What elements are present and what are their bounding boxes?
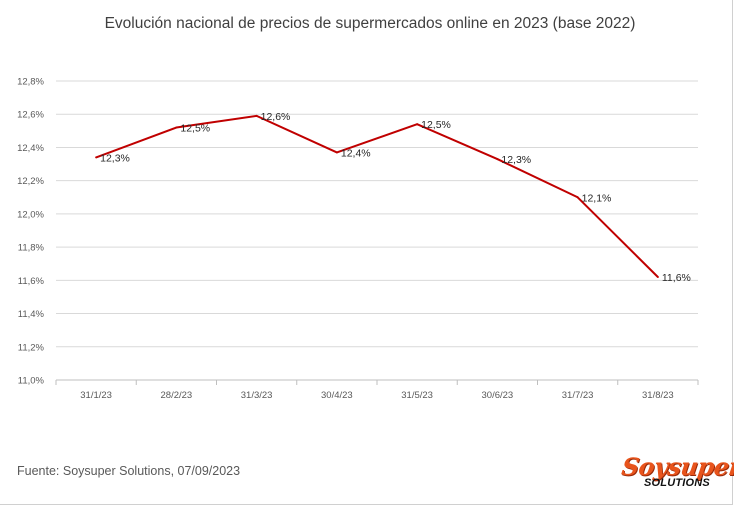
x-tick-label: 31/7/23 <box>562 390 594 401</box>
data-label: 12,5% <box>180 123 210 135</box>
y-tick-label: 12,8% <box>17 77 44 88</box>
x-axis: 31/1/23 28/2/23 31/3/23 30/4/23 31/5/23 30/6/… <box>55 379 699 401</box>
data-point <box>255 114 258 117</box>
y-tick-label: 12,0% <box>17 209 44 220</box>
y-tick-label: 11,2% <box>18 342 45 353</box>
y-axis: 11,0% 11,2% 11,4% 11,6% 11,8% 12,0% 12,2% 12,4%… <box>17 77 44 387</box>
series <box>95 114 659 279</box>
data-point <box>656 276 659 279</box>
chart-title: Evolución nacional de precios de superme… <box>105 15 636 32</box>
data-label: 12,6% <box>261 111 291 123</box>
data-point <box>496 158 499 161</box>
y-tick-label: 12,2% <box>17 176 44 187</box>
x-tick-label: 31/3/23 <box>241 390 273 401</box>
x-tick-label: 31/5/23 <box>401 390 433 401</box>
data-point <box>95 156 98 159</box>
soysuper-logo: Soysuper SOLUTIONS <box>620 452 734 496</box>
data-point <box>416 123 419 126</box>
data-point <box>335 151 338 154</box>
data-label: 12,1% <box>582 192 612 204</box>
x-tick-label: 31/1/23 <box>80 390 112 401</box>
y-tick-label: 12,4% <box>17 143 44 154</box>
data-labels: 12,3% 12,5% 12,6% 12,4% 12,5% 12,3% 12,1% 11,6% <box>100 111 691 284</box>
data-label: 11,6% <box>662 272 691 284</box>
data-label: 12,4% <box>341 147 371 159</box>
data-label: 12,3% <box>501 154 531 166</box>
logo-subtitle: SOLUTIONS <box>644 477 710 489</box>
y-tick-label: 11,0% <box>18 376 45 387</box>
data-label: 12,3% <box>100 152 130 164</box>
y-tick-label: 12,6% <box>17 110 44 121</box>
source-note: Fuente: Soysuper Solutions, 07/09/2023 <box>17 464 241 478</box>
x-tick-label: 31/8/23 <box>642 390 674 401</box>
gridlines <box>56 80 698 381</box>
series-line <box>95 114 659 278</box>
data-label: 12,5% <box>421 119 451 131</box>
y-tick-label: 11,8% <box>18 243 45 254</box>
x-tick-label: 30/6/23 <box>482 390 514 401</box>
line-chart: 11,0% 11,2% 11,4% 11,6% 11,8% 12,0% 12,2% 12,4%… <box>17 15 699 401</box>
x-tick-label: 30/4/23 <box>321 390 353 401</box>
data-point <box>576 196 579 199</box>
y-tick-label: 11,4% <box>18 309 45 320</box>
x-tick-label: 28/2/23 <box>161 390 193 401</box>
y-tick-label: 11,6% <box>18 276 45 287</box>
data-point <box>175 126 178 129</box>
